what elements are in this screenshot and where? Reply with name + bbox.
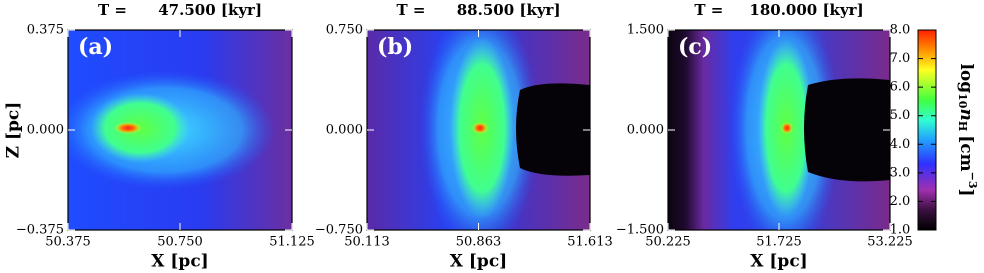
colorbar: [917, 29, 937, 231]
x-tick-label: 50.225: [645, 235, 691, 250]
colorbar-tick-label: 8.0: [890, 23, 911, 38]
panel-label: (c): [678, 34, 712, 60]
y-tick-label: 0.000: [27, 123, 64, 138]
colorbar-tick-label: 7.0: [890, 51, 911, 66]
colorbar-tick-label: 2.0: [890, 194, 911, 209]
colorbar-tick-label: 3.0: [890, 165, 911, 180]
y-tick-label: −1.500: [616, 223, 664, 238]
label-part: [cm: [957, 135, 977, 171]
label-part: ]: [957, 189, 977, 197]
x-tick-label: 50.375: [45, 235, 91, 250]
x-axis-label: X [pc]: [750, 252, 807, 272]
colorbar-tick-label: 1.0: [890, 223, 911, 238]
label-part: n: [957, 108, 977, 120]
density-image: [68, 30, 292, 230]
panel-title: T = 180.000 [kyr]: [694, 1, 863, 19]
panel-title: T = 88.500 [kyr]: [396, 1, 560, 19]
y-tick-label: 0.375: [27, 23, 64, 38]
x-tick-label: 50.750: [157, 235, 203, 250]
x-tick-label: 50.863: [456, 235, 502, 250]
colorbar-tick-label: 5.0: [890, 108, 911, 123]
x-tick-label: 50.113: [344, 235, 390, 250]
panel-label: (a): [78, 34, 113, 60]
x-tick-label: 51.613: [567, 235, 613, 250]
x-tick-label: 51.125: [269, 235, 315, 250]
y-tick-label: 0.000: [326, 123, 363, 138]
y-tick-label: 1.500: [627, 23, 664, 38]
y-tick-label: −0.750: [315, 223, 363, 238]
x-tick-label: 51.725: [756, 235, 802, 250]
label-part: −3: [966, 172, 979, 189]
y-axis-label: Z [pc]: [4, 102, 24, 159]
colorbar-label: log10nH [cm−3]: [956, 63, 979, 196]
y-tick-label: 0.750: [326, 23, 363, 38]
density-image: [668, 30, 890, 230]
label-part: 10: [956, 93, 969, 109]
colorbar-tick-label: 6.0: [890, 80, 911, 95]
y-tick-label: 0.000: [627, 123, 664, 138]
panel-label: (b): [377, 34, 413, 60]
x-axis-label: X [pc]: [450, 252, 507, 272]
label-part: log: [957, 63, 977, 93]
y-tick-label: −0.375: [16, 223, 64, 238]
panel-title: T = 47.500 [kyr]: [98, 1, 262, 19]
x-axis-label: X [pc]: [151, 252, 208, 272]
density-image: [367, 30, 590, 230]
x-tick-label: 53.225: [867, 235, 913, 250]
colorbar-tick-label: 4.0: [890, 137, 911, 152]
label-part: H: [956, 121, 969, 131]
